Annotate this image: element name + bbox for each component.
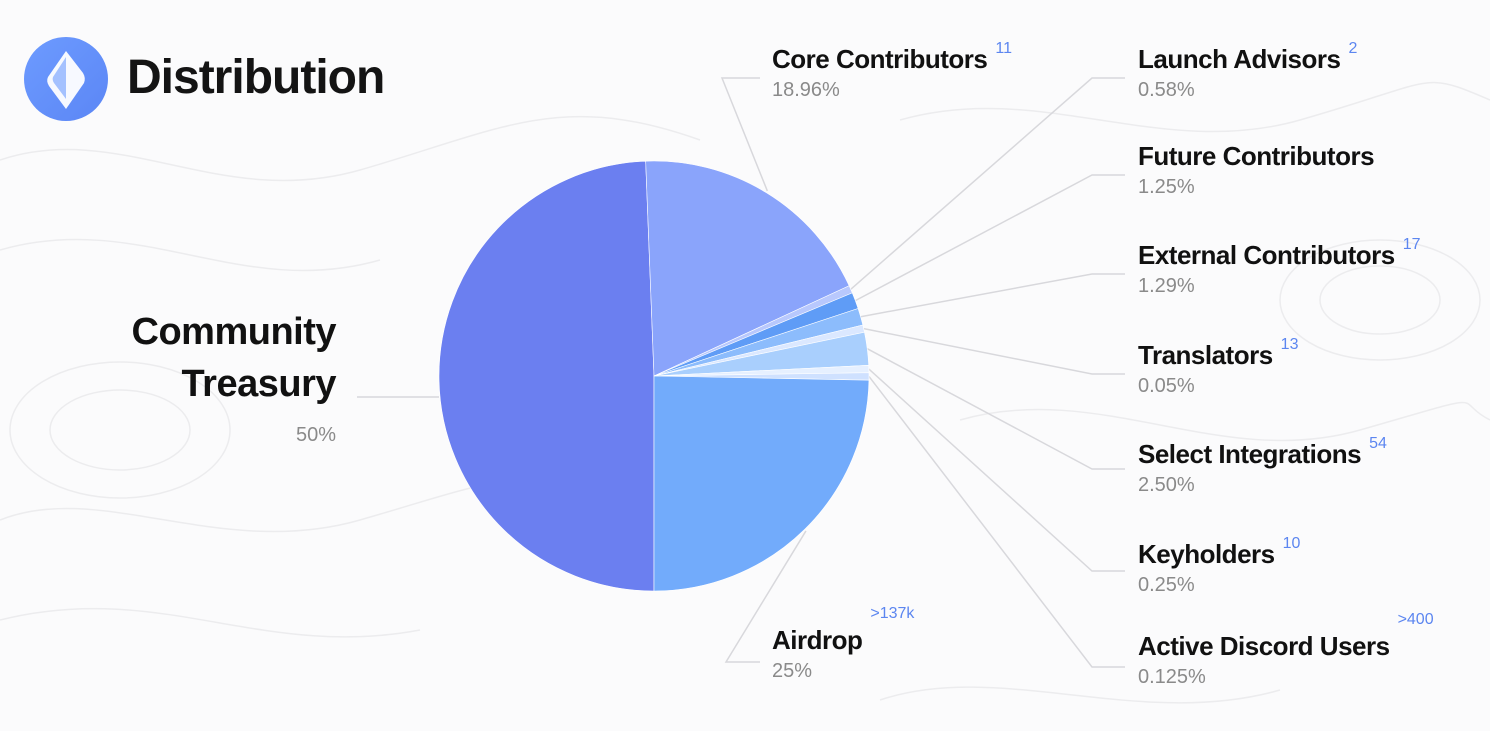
core-contributors-pct: 18.96% — [772, 79, 840, 101]
translators-count: 13 — [1280, 336, 1299, 353]
leader-select-integrations — [866, 348, 1125, 470]
launch-advisors-count: 2 — [1348, 40, 1358, 57]
label-external-contributors: External Contributors 17 1.29% — [1138, 236, 1421, 298]
label-community-treasury: Community Treasury 50% — [132, 306, 337, 447]
external-contributors-pct: 1.29% — [1138, 275, 1195, 297]
community-treasury-line1: Community — [131, 311, 337, 353]
select-integrations-count: 54 — [1369, 435, 1387, 452]
label-keyholders: Keyholders 10 0.25% — [1138, 535, 1300, 597]
external-contributors-name: External Contributors — [1138, 240, 1395, 270]
label-launch-advisors: Launch Advisors 2 0.58% — [1138, 40, 1357, 102]
active-discord-users-count: >400 — [1397, 611, 1434, 628]
community-treasury-pct: 50% — [295, 424, 336, 446]
active-discord-users-pct: 0.125% — [1138, 666, 1206, 688]
airdrop-name: Airdrop — [772, 625, 863, 655]
future-contributors-pct: 1.25% — [1138, 176, 1195, 198]
label-core-contributors: Core Contributors 11 18.96% — [772, 40, 1012, 102]
translators-pct: 0.05% — [1138, 375, 1195, 397]
label-translators: Translators 13 0.05% — [1138, 336, 1298, 398]
leader-active-discord-users — [868, 375, 1125, 668]
leader-core-contributors — [720, 77, 769, 192]
translators-name: Translators — [1138, 340, 1273, 370]
label-airdrop: Airdrop >137k 25% — [772, 605, 914, 683]
label-select-integrations: Select Integrations 54 2.50% — [1138, 435, 1387, 497]
pie-slice-community-treasury — [438, 160, 655, 592]
select-integrations-pct: 2.50% — [1138, 474, 1195, 496]
leader-future-contributors — [854, 174, 1125, 302]
leader-keyholders — [868, 368, 1125, 572]
leader-airdrop — [724, 530, 807, 663]
leader-launch-advisors — [850, 77, 1125, 290]
select-integrations-name: Select Integrations — [1138, 439, 1362, 469]
ens-logo-icon — [47, 51, 85, 109]
airdrop-count: >137k — [870, 605, 915, 622]
pie-slice-airdrop — [653, 375, 870, 592]
label-active-discord-users: Active Discord Users >400 0.125% — [1138, 611, 1434, 689]
keyholders-name: Keyholders — [1138, 539, 1275, 569]
leader-external-contributors — [860, 273, 1125, 318]
core-contributors-count: 11 — [995, 40, 1012, 57]
pie-slice-core-contributors — [645, 160, 850, 377]
label-future-contributors: Future Contributors 1.25% — [1138, 141, 1375, 199]
future-contributors-name: Future Contributors — [1138, 141, 1375, 171]
keyholders-pct: 0.25% — [1138, 574, 1195, 596]
external-contributors-count: 17 — [1402, 236, 1421, 253]
community-treasury-line2: Treasury — [181, 363, 337, 405]
keyholders-count: 10 — [1282, 535, 1301, 552]
page-title: Distribution — [127, 51, 385, 104]
ens-logo — [24, 37, 108, 121]
launch-advisors-pct: 0.58% — [1138, 79, 1195, 101]
airdrop-pct: 25% — [772, 660, 813, 682]
active-discord-users-name: Active Discord Users — [1138, 631, 1390, 661]
core-contributors-name: Core Contributors — [772, 44, 988, 74]
launch-advisors-name: Launch Advisors — [1138, 44, 1341, 74]
leader-translators — [863, 327, 1125, 375]
